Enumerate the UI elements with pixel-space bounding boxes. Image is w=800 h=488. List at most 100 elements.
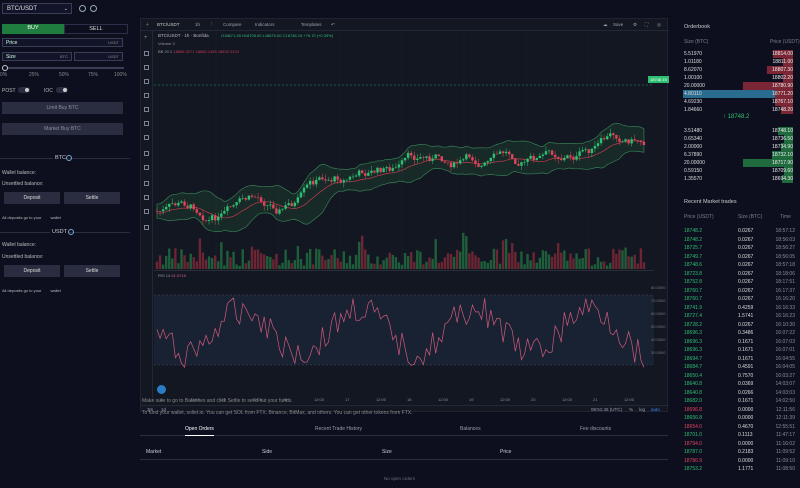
orderbook-row[interactable]: 0.65340 18736.50 bbox=[684, 135, 793, 143]
templates-button[interactable]: Templates bbox=[301, 22, 322, 27]
volume-bar bbox=[489, 260, 493, 269]
add-icon[interactable] bbox=[90, 5, 97, 12]
btc-deposit-button[interactable]: Deposit bbox=[4, 192, 60, 204]
info-icon[interactable] bbox=[68, 229, 74, 235]
price-chart[interactable]: ＋ BTC/USDT 1h ⫶ Compare Indicators Templ… bbox=[140, 18, 669, 412]
eye-icon[interactable] bbox=[144, 209, 149, 214]
wallet-link[interactable]: wallet bbox=[50, 215, 61, 220]
plus-icon[interactable]: ＋ bbox=[145, 22, 150, 27]
volume-bar bbox=[342, 251, 346, 269]
fullscreen-icon[interactable]: ⛶ bbox=[645, 22, 649, 27]
orderbook-row[interactable]: 5.51970 18814.00 bbox=[684, 50, 793, 58]
size-slider[interactable] bbox=[4, 67, 124, 69]
save-button[interactable]: Save bbox=[613, 22, 624, 27]
info-icon[interactable] bbox=[79, 5, 86, 12]
tab-balances[interactable]: Balances bbox=[460, 426, 481, 432]
sell-tab[interactable]: SELL bbox=[64, 24, 128, 34]
volume-bar bbox=[161, 264, 165, 269]
crosshair-icon[interactable]: + bbox=[144, 35, 148, 41]
range-1d[interactable]: 1d bbox=[161, 407, 167, 412]
post-toggle[interactable] bbox=[18, 87, 30, 93]
orderbook-row[interactable]: 1.84660 18748.20 bbox=[684, 106, 793, 114]
trash-icon[interactable] bbox=[144, 225, 149, 230]
candle-type-icon[interactable]: ⫶ bbox=[211, 22, 213, 27]
candle bbox=[541, 154, 545, 156]
percent-toggle[interactable]: % bbox=[629, 407, 634, 412]
ruler-icon[interactable] bbox=[144, 151, 149, 156]
limit-buy-button[interactable]: Limit Buy BTC bbox=[2, 102, 123, 114]
size-field[interactable]: Size BTC bbox=[2, 52, 72, 61]
chart-symbol[interactable]: BTC/USDT bbox=[157, 22, 180, 27]
orderbook-row[interactable]: 1.35570 18694.30 bbox=[684, 175, 793, 183]
wallet-link[interactable]: wallet bbox=[50, 288, 61, 293]
orderbook-row[interactable]: 4.80110 18771.20 bbox=[683, 90, 793, 98]
log-toggle[interactable]: log bbox=[639, 407, 646, 412]
candle bbox=[465, 154, 468, 160]
usdt-deposit-button[interactable]: Deposit bbox=[4, 265, 60, 277]
trade-row: 18694.7 0.1671 16:04:55 bbox=[684, 355, 795, 362]
magnet-icon[interactable] bbox=[144, 181, 149, 186]
text-icon[interactable] bbox=[144, 93, 149, 98]
prediction-icon[interactable] bbox=[144, 121, 149, 126]
candle bbox=[174, 203, 177, 206]
candle bbox=[345, 179, 349, 181]
fib-icon[interactable] bbox=[144, 65, 149, 70]
orderbook-row[interactable]: 20.00000 18717.90 bbox=[684, 159, 793, 167]
trendline-icon[interactable] bbox=[144, 51, 149, 56]
volume-bar bbox=[538, 257, 542, 269]
orderbook-row[interactable]: 20.00000 18780.90 bbox=[684, 82, 793, 90]
col-market[interactable]: Market bbox=[146, 449, 162, 455]
indicators-button[interactable]: Indicators bbox=[255, 22, 275, 27]
info-icon[interactable] bbox=[66, 155, 72, 161]
shape-icon[interactable] bbox=[144, 135, 149, 140]
market-buy-button[interactable]: Market Buy BTC bbox=[2, 123, 123, 135]
orderbook-row[interactable]: 8.62070 18807.30 bbox=[684, 66, 793, 74]
snapshot-icon[interactable]: ◎ bbox=[657, 22, 661, 27]
ob-size-header: Size (BTC) bbox=[684, 39, 709, 45]
ioc-toggle[interactable] bbox=[56, 87, 68, 93]
orderbook-row[interactable]: 1.01180 18811.00 bbox=[684, 58, 793, 66]
col-side[interactable]: Side bbox=[262, 449, 273, 455]
drawing-toolbar: + bbox=[141, 31, 153, 401]
buy-tab[interactable]: BUY bbox=[2, 24, 64, 34]
settings-icon[interactable]: ⚙ bbox=[633, 22, 638, 27]
orderbook-row[interactable]: 1.00100 18802.20 bbox=[684, 74, 793, 82]
zoom-icon[interactable] bbox=[144, 165, 149, 170]
candle bbox=[262, 201, 266, 206]
tab-trade-history[interactable]: Recent Trade History bbox=[315, 426, 362, 432]
col-price[interactable]: Price bbox=[500, 449, 512, 455]
tab-fee-discounts[interactable]: Fee discounts bbox=[580, 426, 612, 432]
btc-settle-button[interactable]: Settle bbox=[64, 192, 120, 204]
auto-toggle[interactable]: auto bbox=[651, 407, 660, 412]
price-pane[interactable] bbox=[154, 31, 654, 269]
tab-open-orders[interactable]: Open Orders bbox=[185, 426, 214, 436]
trade-row: 18696.3 0.1671 16:07:01 bbox=[684, 347, 795, 353]
cloud-icon[interactable]: ☁ bbox=[603, 22, 608, 27]
compare-button[interactable]: Compare bbox=[223, 22, 242, 27]
utc-clock[interactable]: 08:51:45 (UTC) bbox=[591, 407, 623, 412]
pattern-icon[interactable] bbox=[144, 107, 149, 112]
slider-handle[interactable] bbox=[2, 65, 8, 71]
rsi-pane[interactable] bbox=[154, 270, 654, 397]
orderbook-row[interactable]: 0.59150 18709.60 bbox=[684, 167, 793, 175]
orderbook-row[interactable]: 6.37890 18732.10 bbox=[684, 151, 793, 159]
volume-bar bbox=[630, 256, 633, 269]
orderbook-row[interactable]: 4.69230 18767.10 bbox=[684, 98, 793, 106]
undo-icon[interactable]: ↶ bbox=[331, 22, 335, 27]
orderbook-row[interactable]: 3.51480 18748.10 bbox=[684, 127, 793, 135]
orderbook-title: Orderbook bbox=[684, 24, 710, 30]
col-size[interactable]: Size bbox=[382, 449, 392, 455]
lock-icon[interactable] bbox=[144, 195, 149, 200]
market-selector[interactable]: BTC/USDT ⌄ bbox=[2, 3, 72, 14]
volume-bar bbox=[602, 261, 606, 269]
orderbook-row[interactable]: 2.00000 18734.90 bbox=[684, 143, 793, 151]
candle bbox=[308, 180, 312, 185]
volume-bar bbox=[498, 263, 502, 269]
interval-button[interactable]: 1h bbox=[195, 22, 201, 27]
size-usdt-field[interactable]: USDT bbox=[74, 52, 123, 61]
candle bbox=[376, 167, 379, 173]
price-field[interactable]: Price USDT bbox=[2, 38, 123, 47]
brush-icon[interactable] bbox=[144, 79, 149, 84]
range-3m[interactable]: 3m bbox=[147, 407, 154, 412]
usdt-settle-button[interactable]: Settle bbox=[64, 265, 120, 277]
